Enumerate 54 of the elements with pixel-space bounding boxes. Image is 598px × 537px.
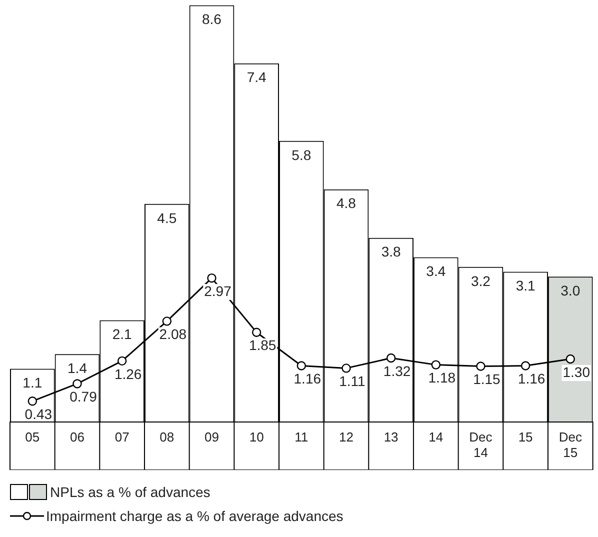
x-tick-label: Dec 14	[469, 429, 493, 460]
x-tick-label: 05	[25, 429, 40, 444]
data-label: 2.08	[159, 326, 187, 342]
point	[476, 362, 486, 371]
point	[566, 354, 575, 364]
data-label: 1.16	[294, 370, 322, 387]
data-label: 4.8	[336, 195, 356, 212]
point	[28, 396, 38, 406]
legend-label: Impairment charge as a % of average advances	[46, 508, 344, 524]
data-label: 1.18	[428, 370, 456, 386]
data-label: 5.8	[292, 146, 312, 163]
point	[342, 364, 351, 373]
data-label: 3.0	[560, 282, 580, 298]
point	[431, 360, 440, 370]
x-tick-label: 09	[204, 429, 219, 444]
x-tick-label: 15	[518, 429, 533, 444]
data-label: 4.5	[157, 210, 177, 226]
x-tick-label: 08	[160, 429, 174, 444]
data-label: 0.79	[70, 388, 98, 405]
data-label: 3.2	[470, 272, 491, 289]
data-label: 1.1	[22, 374, 42, 391]
point	[520, 361, 530, 370]
legend-label: NPLs as a % of advances	[50, 484, 210, 500]
data-label: 2.1	[112, 326, 132, 342]
point	[386, 353, 396, 363]
x-tick-label: 11	[294, 429, 308, 444]
data-label: 1.4	[68, 360, 88, 376]
data-label: 1.26	[114, 366, 142, 382]
data-label: 1.15	[473, 371, 501, 388]
x-tick-label: 14	[428, 429, 444, 444]
point	[296, 361, 306, 370]
point	[252, 328, 262, 337]
x-tick-label: 13	[384, 429, 398, 444]
x-tick-label: 12	[338, 429, 354, 444]
data-label: 0.43	[24, 406, 52, 422]
data-label: 3.4	[426, 263, 446, 280]
x-tick-label: Dec 15	[558, 429, 582, 460]
data-label: 1.85	[248, 337, 276, 354]
data-label: 3.1	[516, 278, 536, 294]
data-label: 1.11	[339, 373, 366, 390]
data-label: 1.30	[562, 364, 590, 380]
x-tick-label: 10	[249, 429, 264, 444]
point	[72, 379, 82, 388]
data-label: 2.97	[204, 282, 232, 299]
x-tick-label: 07	[114, 429, 130, 444]
data-label: 3.8	[381, 244, 402, 260]
point	[207, 273, 216, 283]
x-tick-label: 06	[70, 429, 84, 444]
point	[162, 316, 172, 326]
point	[117, 356, 127, 366]
data-label: 8.6	[202, 11, 222, 28]
data-label: 1.32	[383, 362, 411, 379]
data-label: 7.4	[246, 69, 267, 86]
data-label: 1.16	[518, 370, 546, 387]
